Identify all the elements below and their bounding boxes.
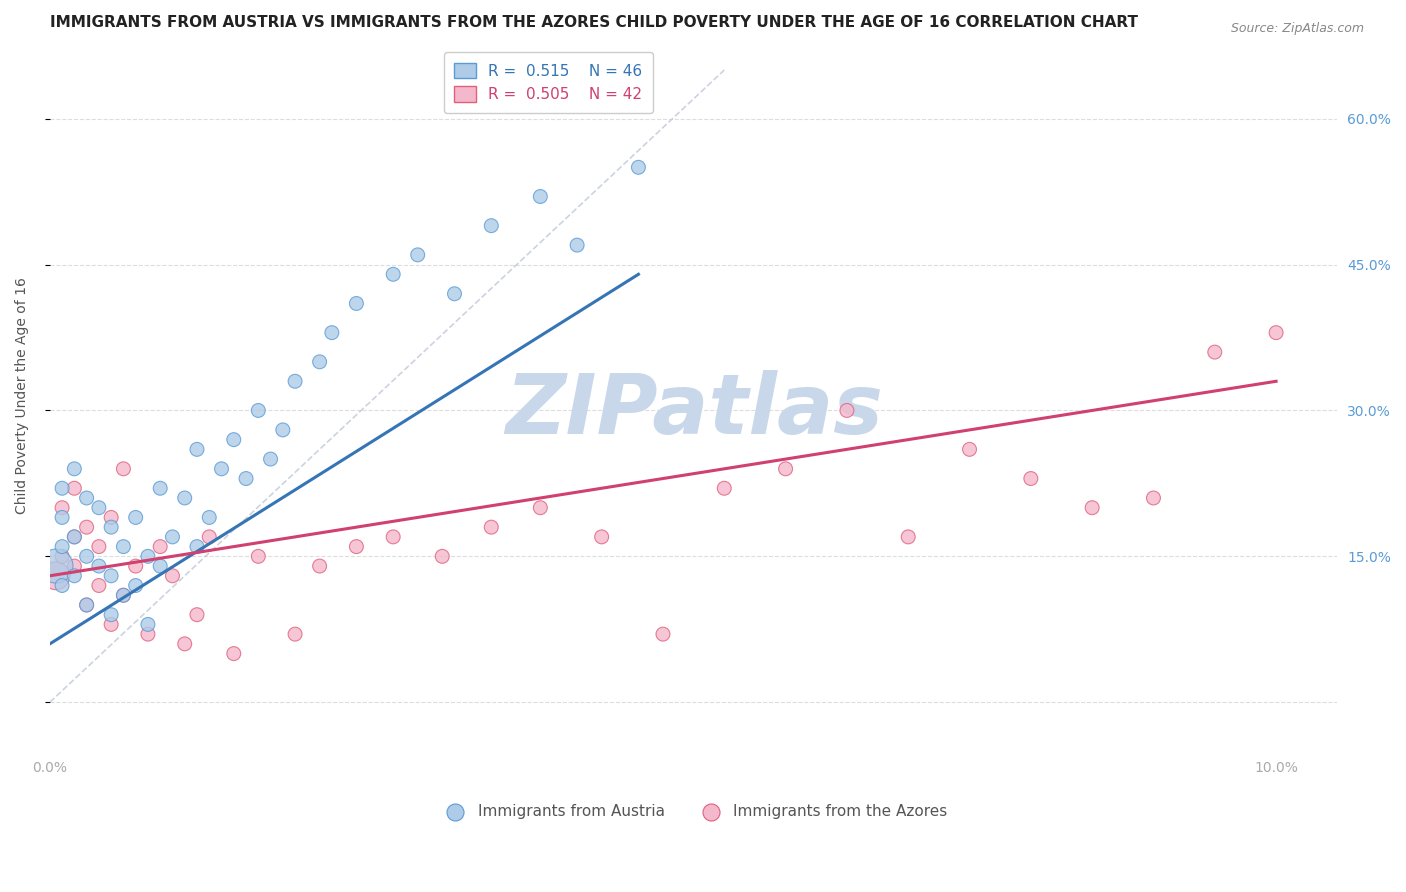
Point <box>247 549 270 564</box>
Point <box>432 549 454 564</box>
Point <box>100 568 122 582</box>
Point <box>211 462 233 476</box>
Point <box>235 471 257 485</box>
Point <box>1142 491 1164 505</box>
Point <box>136 617 159 632</box>
Point <box>87 540 110 554</box>
Point <box>124 559 146 574</box>
Point <box>63 530 86 544</box>
Point <box>173 637 195 651</box>
Point <box>51 540 73 554</box>
Point <box>51 481 73 495</box>
Point <box>87 578 110 592</box>
Point <box>222 433 245 447</box>
Point <box>63 530 86 544</box>
Point <box>321 326 343 340</box>
Point <box>112 588 135 602</box>
Point <box>627 161 650 175</box>
Point <box>100 617 122 632</box>
Point <box>1019 471 1042 485</box>
Point <box>271 423 294 437</box>
Point <box>63 481 86 495</box>
Point <box>51 500 73 515</box>
Point <box>247 403 270 417</box>
Point <box>406 248 429 262</box>
Point <box>63 568 86 582</box>
Point <box>100 510 122 524</box>
Point <box>198 510 221 524</box>
Point <box>63 462 86 476</box>
Point <box>63 559 86 574</box>
Point <box>284 374 307 388</box>
Point <box>51 578 73 592</box>
Point <box>186 442 208 457</box>
Text: ZIPatlas: ZIPatlas <box>505 369 883 450</box>
Point <box>76 549 98 564</box>
Point <box>173 491 195 505</box>
Point <box>529 500 551 515</box>
Y-axis label: Child Poverty Under the Age of 16: Child Poverty Under the Age of 16 <box>15 277 30 515</box>
Point <box>591 530 613 544</box>
Point <box>136 549 159 564</box>
Point <box>308 355 330 369</box>
Point <box>149 540 172 554</box>
Point <box>198 530 221 544</box>
Point <box>149 559 172 574</box>
Point <box>162 530 184 544</box>
Legend: Immigrants from Austria, Immigrants from the Azores: Immigrants from Austria, Immigrants from… <box>433 797 953 825</box>
Point <box>382 268 405 282</box>
Point <box>76 520 98 534</box>
Point <box>1204 345 1226 359</box>
Point <box>136 627 159 641</box>
Point <box>479 520 502 534</box>
Point <box>100 607 122 622</box>
Point <box>112 462 135 476</box>
Point <box>149 481 172 495</box>
Point <box>186 540 208 554</box>
Point <box>259 452 281 467</box>
Text: Source: ZipAtlas.com: Source: ZipAtlas.com <box>1230 22 1364 36</box>
Point <box>112 588 135 602</box>
Point <box>835 403 858 417</box>
Point <box>124 578 146 592</box>
Point <box>897 530 920 544</box>
Point <box>51 510 73 524</box>
Point <box>344 540 367 554</box>
Point <box>112 540 135 554</box>
Point <box>443 286 465 301</box>
Point <box>479 219 502 233</box>
Point <box>87 559 110 574</box>
Point <box>775 462 797 476</box>
Point <box>382 530 405 544</box>
Point <box>652 627 675 641</box>
Point <box>529 189 551 203</box>
Point <box>186 607 208 622</box>
Point <box>162 568 184 582</box>
Point <box>308 559 330 574</box>
Point <box>76 491 98 505</box>
Point <box>87 500 110 515</box>
Point <box>1081 500 1104 515</box>
Point <box>100 520 122 534</box>
Point <box>76 598 98 612</box>
Point <box>45 559 67 574</box>
Point <box>344 296 367 310</box>
Text: IMMIGRANTS FROM AUSTRIA VS IMMIGRANTS FROM THE AZORES CHILD POVERTY UNDER THE AG: IMMIGRANTS FROM AUSTRIA VS IMMIGRANTS FR… <box>49 15 1137 30</box>
Point <box>45 568 67 582</box>
Point <box>565 238 588 252</box>
Point <box>713 481 735 495</box>
Point <box>959 442 981 457</box>
Point <box>76 598 98 612</box>
Point <box>222 647 245 661</box>
Point <box>51 549 73 564</box>
Point <box>284 627 307 641</box>
Point <box>1265 326 1288 340</box>
Point <box>124 510 146 524</box>
